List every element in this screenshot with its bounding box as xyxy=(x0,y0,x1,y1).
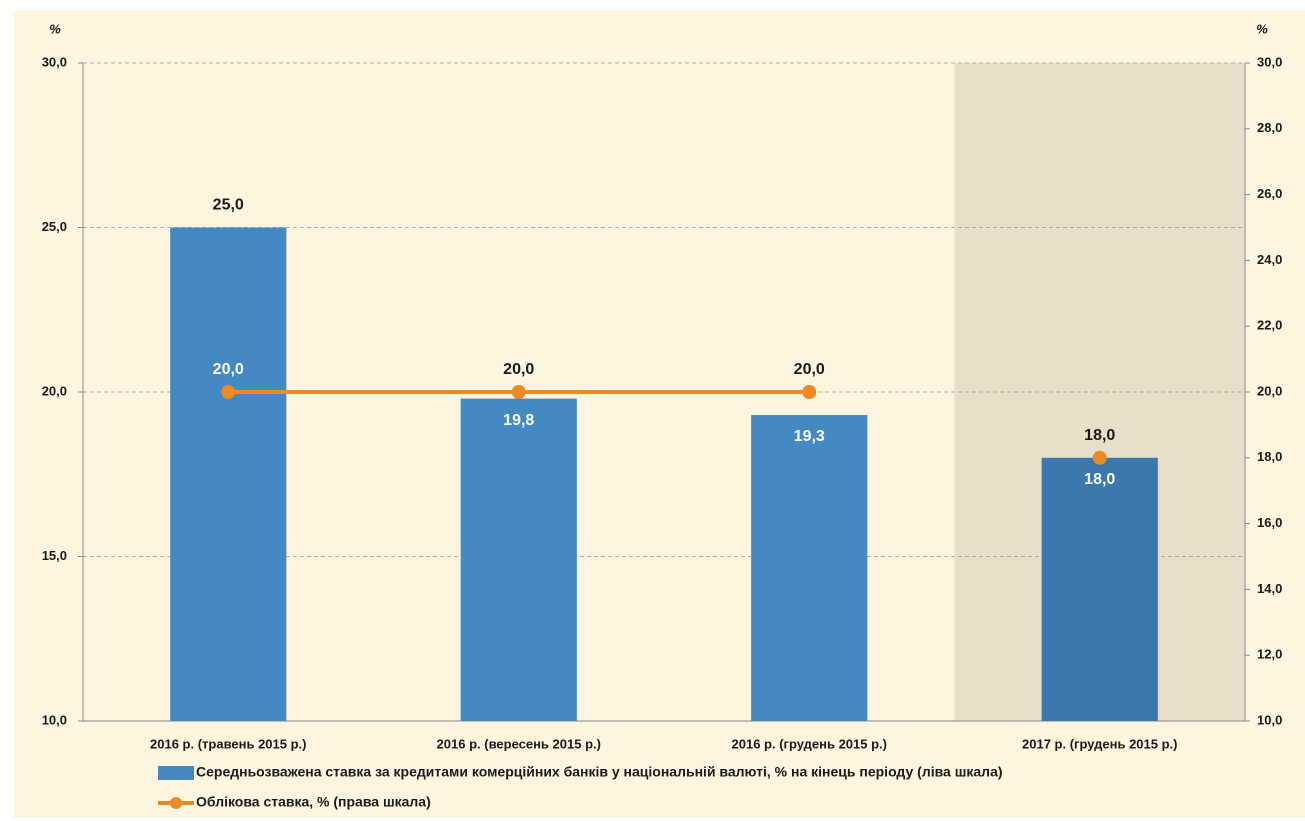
line-marker xyxy=(221,385,236,399)
bar-value-label: 25,0 xyxy=(213,197,244,214)
line-value-label: 20,0 xyxy=(503,361,534,378)
line-marker xyxy=(802,385,817,399)
y2-tick-label: 20,0 xyxy=(1257,383,1282,398)
line-value-label: 18,0 xyxy=(1084,427,1115,444)
y-tick-label: 10,0 xyxy=(42,712,67,727)
y-tick-label: 20,0 xyxy=(42,383,67,398)
x-tick-label: 2016 р. (вересень 2015 р.) xyxy=(437,736,601,751)
bar xyxy=(460,398,577,721)
y-tick-label: 25,0 xyxy=(42,219,67,234)
x-tick-label: 2016 р. (грудень 2015 р.) xyxy=(732,736,887,751)
y2-tick-label: 14,0 xyxy=(1257,581,1282,596)
y2-tick-label: 10,0 xyxy=(1257,712,1282,727)
y2-tick-label: 18,0 xyxy=(1257,449,1282,464)
bar xyxy=(170,227,287,721)
legend-label: Середньозважена ставка за кредитами коме… xyxy=(196,764,1003,780)
line-value-label: 20,0 xyxy=(794,361,825,378)
y2-tick-label: 24,0 xyxy=(1257,252,1282,267)
y2-tick-label: 16,0 xyxy=(1257,515,1282,530)
line-marker xyxy=(1092,450,1107,465)
y-tick-label: 15,0 xyxy=(42,548,67,563)
bar xyxy=(751,415,868,721)
y2-tick-label: 12,0 xyxy=(1257,647,1282,662)
bar-value-label: 19,3 xyxy=(794,428,825,445)
y2-tick-label: 30,0 xyxy=(1257,54,1282,69)
legend-swatch xyxy=(158,766,194,780)
y2-tick-label: 22,0 xyxy=(1257,318,1282,333)
y2-tick-label: 26,0 xyxy=(1257,186,1282,201)
legend-label: Облікова ставка, % (права шкала) xyxy=(196,794,431,810)
bar-value-label: 19,8 xyxy=(503,412,534,429)
x-tick-label: 2016 р. (травень 2015 р.) xyxy=(150,736,306,751)
y2-tick-label: 28,0 xyxy=(1257,120,1282,135)
x-tick-label: 2017 р. (грудень 2015 р.) xyxy=(1022,736,1177,751)
bar-value-label: 18,0 xyxy=(1084,471,1115,488)
legend-swatch xyxy=(170,797,182,809)
line-value-label: 20,0 xyxy=(213,361,244,378)
bar xyxy=(1041,457,1158,721)
y2-unit: % xyxy=(1256,21,1268,36)
y-unit: % xyxy=(49,21,61,36)
line-marker xyxy=(511,385,526,399)
y-tick-label: 30,0 xyxy=(42,54,67,69)
